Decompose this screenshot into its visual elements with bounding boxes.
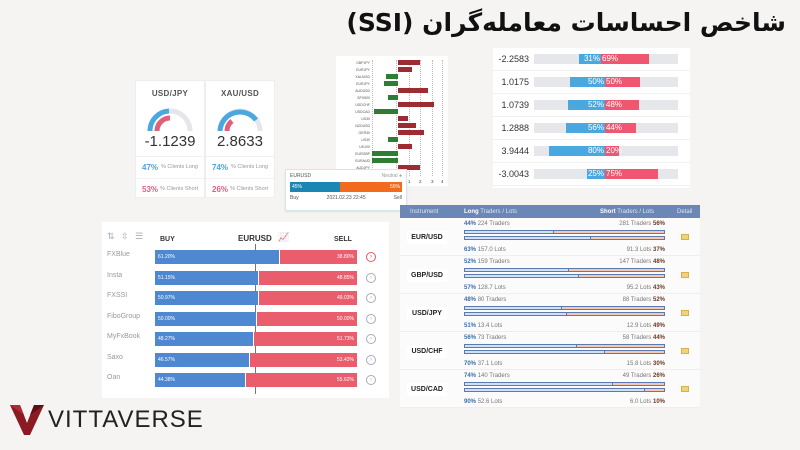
gauge-pair: XAU/USD bbox=[220, 89, 260, 98]
popup-status: Neutral bbox=[381, 173, 398, 179]
arrow-icon[interactable]: › bbox=[366, 334, 376, 344]
long-pct: 47% bbox=[142, 163, 159, 172]
pair-header: EURUSD bbox=[238, 234, 272, 243]
long-pct: 74% bbox=[212, 163, 229, 172]
source-row-fxssi: FXSSI 50.97% 49.03% › bbox=[102, 287, 389, 308]
detail-folder-icon[interactable] bbox=[681, 386, 689, 392]
gauge-pair: USD/JPY bbox=[151, 89, 189, 98]
source-row-saxo: Saxo 46.57% 53.43% › bbox=[102, 349, 389, 370]
sell-label: Sell bbox=[393, 195, 402, 201]
detail-folder-icon[interactable] bbox=[681, 272, 689, 278]
short-pct: 26% bbox=[212, 185, 229, 194]
source-row-oan: Oan 44.38% 55.62% › bbox=[102, 369, 389, 390]
arrow-icon[interactable]: › bbox=[366, 293, 376, 303]
long-label: % Clients Long bbox=[161, 164, 198, 170]
positions-bar-chart: GBPJPY EURJPY XAUUSD EURJPY AUDUSD SPX50… bbox=[336, 56, 448, 186]
arrow-icon[interactable]: › bbox=[366, 272, 376, 283]
sentiment-row: 3.9444 80% 20% bbox=[493, 140, 690, 163]
short-label: % Clients Short bbox=[160, 186, 198, 192]
detail-folder-icon[interactable] bbox=[681, 348, 689, 354]
sort-icons[interactable]: ⇅ ⇳ ☰ bbox=[107, 231, 146, 241]
arrow-icon[interactable]: › bbox=[366, 252, 376, 262]
gauge-card-usdjpy: USD/JPY -1.1239 47%% Clients Long 53%% C… bbox=[135, 80, 205, 198]
eurusd-popup: EURUSD Neutral ● 45% 55% Buy 2021.02.23 22… bbox=[285, 169, 407, 211]
arrow-icon[interactable]: › bbox=[366, 354, 376, 365]
source-row-fxblue: FXBlue 61.20% 38.80% › bbox=[102, 246, 389, 267]
logo-v-icon bbox=[10, 405, 44, 435]
buy-segment: 45% bbox=[290, 182, 341, 192]
gauge-icon bbox=[147, 108, 193, 132]
buy-label: Buy bbox=[290, 195, 299, 201]
sentiment-row: -2.2583 31% 69% bbox=[493, 48, 690, 71]
sentiment-row: 1.0739 52% 48% bbox=[493, 94, 690, 117]
table-row: USD/JPY 48% 80 Traders 88 Traders 52% 51… bbox=[400, 294, 700, 332]
sentiment-row: 1.2888 56% 44% bbox=[493, 117, 690, 140]
popup-pair: EURUSD bbox=[290, 173, 312, 179]
sell-header: SELL bbox=[334, 236, 352, 243]
source-row-insta: Insta 51.15% 48.85% › bbox=[102, 267, 389, 288]
page-title: شاخص احساسات معامله‌گران (SSI) bbox=[346, 8, 786, 37]
arrow-icon[interactable]: › bbox=[366, 313, 376, 324]
table-row: USD/CAD 74% 140 Traders 49 Traders 26% 9… bbox=[400, 370, 700, 408]
sentiment-row: -3.0043 25% 75% bbox=[493, 163, 690, 186]
gauge-icon bbox=[217, 108, 263, 132]
sentiment-row: 1.0175 50% 50% bbox=[493, 71, 690, 94]
table-row: USD/CHF 56% 73 Traders 58 Traders 44% 70… bbox=[400, 332, 700, 370]
source-row-fibogroup: FiboGroup 50.00% 50.00% › bbox=[102, 308, 389, 329]
short-label: % Clients Short bbox=[230, 186, 268, 192]
detail-folder-icon[interactable] bbox=[681, 234, 689, 240]
info-icon[interactable]: ● bbox=[398, 173, 402, 179]
table-row: GBP/USD 52% 159 Traders 147 Traders 48% … bbox=[400, 256, 700, 294]
traders-table: Instrument Long Traders / Lots Short Tra… bbox=[400, 205, 700, 408]
gauge-value: 2.8633 bbox=[217, 133, 263, 150]
chart-icon[interactable]: 📈 bbox=[278, 232, 290, 242]
vittaverse-logo: VITTAVERSE bbox=[10, 405, 204, 435]
short-pct: 53% bbox=[142, 185, 159, 194]
long-label: % Clients Long bbox=[231, 164, 268, 170]
timestamp: 2021.02.23 22:45 bbox=[326, 195, 366, 201]
sentiment-panel: -2.2583 31% 69% 1.0175 50% 50% 1.0739 52% 48% … bbox=[493, 48, 690, 188]
source-row-myfxbook: MyFxBook 48.27% 51.73% › bbox=[102, 328, 389, 349]
table-row: EUR/USD 44% 224 Traders 281 Traders 56% … bbox=[400, 218, 700, 256]
detail-folder-icon[interactable] bbox=[681, 310, 689, 316]
buy-header: BUY bbox=[160, 236, 175, 243]
gauge-card-xauusd: XAU/USD 2.8633 74%% Clients Long 26%% Cl… bbox=[205, 80, 275, 198]
gauge-value: -1.1239 bbox=[144, 133, 196, 150]
arrow-icon[interactable]: › bbox=[366, 375, 376, 385]
sell-segment: 55% bbox=[340, 182, 402, 192]
table-header: Instrument Long Traders / Lots Short Tra… bbox=[400, 205, 700, 218]
eurusd-comparison-panel: ⇅ ⇳ ☰ BUY EURUSD 📈 SELL FXBlue 61.20% 38.8… bbox=[102, 222, 389, 398]
